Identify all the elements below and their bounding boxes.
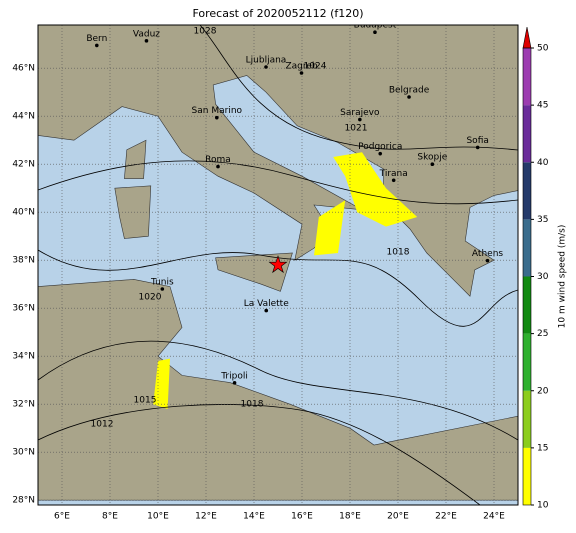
- colorbar-tick-label: 20: [537, 386, 549, 396]
- lon-tick-label: 8°E: [102, 512, 118, 522]
- city-label: Skopje: [417, 153, 447, 163]
- city-label: Tirana: [379, 169, 408, 179]
- city-dot: [216, 164, 220, 169]
- lat-tick-label: 28°N: [12, 496, 35, 506]
- lat-tick-label: 30°N: [12, 448, 35, 458]
- wind-area: [314, 200, 346, 256]
- city-dot: [373, 30, 377, 34]
- city-label: Sofia: [466, 136, 488, 146]
- land: [124, 139, 147, 179]
- wind-area: [153, 358, 170, 409]
- city-dot: [299, 71, 304, 75]
- city-label: Bern: [86, 34, 107, 44]
- colorbar-tick-label: 30: [537, 272, 549, 282]
- lon-tick-label: 14°E: [243, 512, 265, 522]
- city-label: San Marino: [192, 106, 243, 116]
- land: [38, 25, 518, 297]
- map-frame: [37, 24, 519, 506]
- colorbar-bin: [523, 390, 531, 448]
- colorbar-bin: [523, 276, 531, 334]
- city-label: Budapest: [354, 21, 397, 31]
- city-dot: [232, 381, 237, 385]
- colorbar-bin: [523, 333, 531, 391]
- isobar-label: 1015: [134, 396, 157, 406]
- city-dot: [95, 43, 99, 48]
- location-star: [268, 255, 288, 274]
- city-dot: [144, 39, 149, 43]
- lat-tick-label: 40°N: [12, 208, 35, 218]
- city-dot: [378, 151, 383, 156]
- city-dot: [358, 117, 362, 122]
- city-dot: [485, 258, 490, 263]
- colorbar-bin: [523, 162, 531, 220]
- city-label: Belgrade: [389, 86, 430, 96]
- city-dot: [264, 308, 269, 313]
- isobar-label: 1024: [304, 62, 327, 72]
- lat-tick-label: 42°N: [12, 160, 35, 170]
- isobar-label: 1012: [91, 420, 114, 430]
- lat-tick-label: 46°N: [12, 64, 35, 74]
- lat-tick-label: 38°N: [12, 256, 35, 266]
- isobar: [38, 404, 481, 505]
- city-dot: [215, 115, 219, 120]
- city-label: Sarajevo: [340, 108, 380, 118]
- city-dot: [391, 178, 396, 183]
- wind-area: [333, 152, 418, 227]
- city-label: Podgorica: [358, 142, 402, 152]
- city-label: Tunis: [150, 278, 174, 288]
- city-dot: [475, 145, 480, 150]
- colorbar-tick-label: 15: [537, 443, 548, 453]
- lat-tick-label: 32°N: [12, 400, 35, 410]
- isobar: [38, 249, 518, 327]
- city-label: Roma: [205, 155, 231, 165]
- colorbar-tick-label: 50: [537, 44, 549, 54]
- colorbar-tick-label: 40: [537, 158, 549, 168]
- colorbar-bin: [523, 447, 531, 505]
- city-label: La Valette: [244, 299, 289, 309]
- isobar-label: 1021: [345, 124, 368, 134]
- lon-tick-label: 22°E: [435, 512, 457, 522]
- colorbar-bin: [523, 105, 531, 163]
- colorbar-tick-label: 45: [537, 101, 548, 111]
- city-dot: [430, 162, 435, 166]
- lon-tick-label: 24°E: [483, 512, 505, 522]
- city-label: Tripoli: [220, 371, 248, 381]
- city-label: Zagreb: [285, 62, 317, 72]
- lon-tick-label: 18°E: [339, 512, 361, 522]
- isobar-label: 1028: [194, 27, 217, 37]
- title: Forecast of 2020052112 (f120): [192, 7, 363, 20]
- colorbar-tick-label: 35: [537, 215, 548, 225]
- isobar: [199, 25, 518, 151]
- isobar-label: 1020: [139, 293, 162, 303]
- isobar-label: 1018: [387, 248, 410, 258]
- lon-tick-label: 16°E: [291, 512, 313, 522]
- isobar: [38, 160, 518, 205]
- lon-tick-label: 20°E: [387, 512, 409, 522]
- colorbar-tick-label: 25: [537, 329, 548, 339]
- lon-tick-label: 6°E: [54, 512, 70, 522]
- land: [114, 185, 152, 239]
- colorbar-label: 10 m wind speed (m/s): [558, 225, 568, 329]
- lon-tick-label: 12°E: [195, 512, 217, 522]
- city-dot: [407, 95, 411, 99]
- city-dot: [264, 65, 268, 69]
- isobar-label: 1018: [241, 400, 264, 410]
- city-label: Athens: [472, 249, 503, 259]
- colorbar-bin: [523, 48, 531, 106]
- lat-tick-label: 44°N: [12, 112, 35, 122]
- colorbar-extend: [522, 26, 532, 49]
- lat-tick-label: 36°N: [12, 304, 35, 314]
- isobar: [38, 340, 518, 441]
- colorbar-tick-label: 10: [537, 501, 549, 511]
- city-label: Ljubljana: [246, 56, 287, 66]
- lon-tick-label: 10°E: [147, 512, 169, 522]
- colorbar-bin: [523, 219, 531, 277]
- city-label: Vaduz: [133, 29, 160, 39]
- lat-tick-label: 34°N: [12, 352, 35, 362]
- city-dot: [160, 287, 165, 291]
- map-area: 1028 1024 1021 1018 1020 1015 1018 1012 Bern Vadu…: [38, 21, 518, 505]
